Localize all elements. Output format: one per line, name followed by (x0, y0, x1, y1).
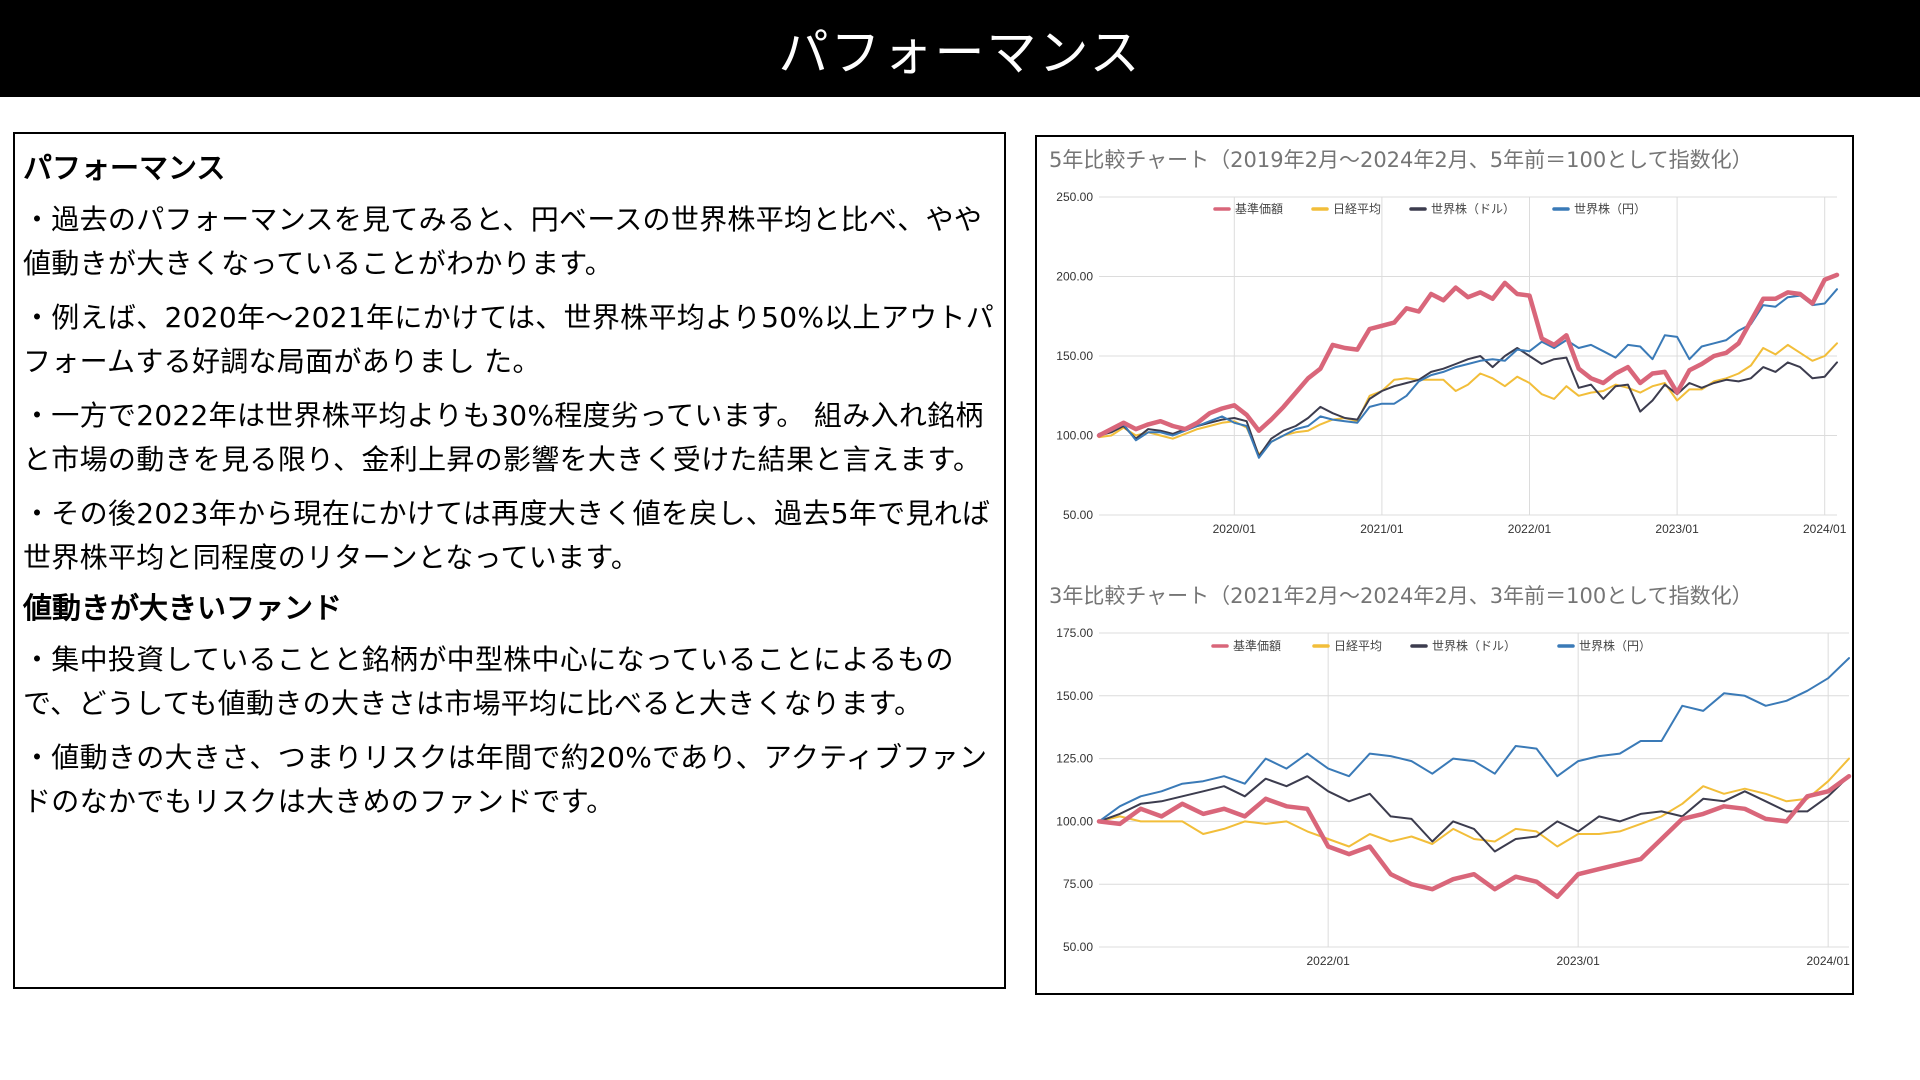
legend-label: 世界株（ドル） (1432, 638, 1516, 653)
chart-2: 3年比較チャート（2021年2月～2024年2月、3年前＝100として指数化） 5… (1049, 584, 1852, 968)
section-heading-volatility: 値動きが大きいファンド (23, 591, 343, 625)
y-tick-label: 250.00 (1056, 190, 1093, 204)
section-heading-performance: パフォーマンス (23, 151, 226, 185)
chart-2-title: 3年比較チャート（2021年2月～2024年2月、3年前＝100として指数化） (1049, 584, 1753, 608)
paragraph-1: ・過去のパフォーマンスを見てみると、円ベースの世界株平均と比べ、やや値動きが大き… (23, 203, 983, 280)
series-line-3 (1098, 657, 1850, 823)
paragraph-3: ・一方で2022年は世界株平均よりも30%程度劣っています。 組み入れ銘柄と市場… (23, 399, 984, 476)
y-tick-label: 175.00 (1056, 626, 1093, 640)
paragraph-2: ・例えば、2020年～2021年にかけては、世界株平均より50%以上アウトパフォ… (23, 301, 995, 378)
legend-label: 基準価額 (1235, 201, 1283, 216)
charts-svg: 5年比較チャート（2019年2月～2024年2月、5年前＝100として指数化） 5… (1049, 148, 1852, 968)
page-title: パフォーマンス (778, 23, 1142, 82)
x-tick-label: 2022/01 (1508, 522, 1552, 536)
x-tick-label: 2022/01 (1306, 954, 1350, 968)
x-tick-label: 2021/01 (1360, 522, 1404, 536)
legend-label: 基準価額 (1233, 638, 1281, 653)
header-bar: パフォーマンス (0, 0, 1920, 97)
legend-label: 世界株（円） (1579, 638, 1651, 653)
chart-1-title: 5年比較チャート（2019年2月～2024年2月、5年前＝100として指数化） (1049, 148, 1753, 172)
y-tick-label: 200.00 (1056, 270, 1093, 284)
chart-1: 5年比較チャート（2019年2月～2024年2月、5年前＝100として指数化） 5… (1049, 148, 1847, 536)
x-tick-label: 2023/01 (1556, 954, 1600, 968)
paragraph-4: ・その後2023年から現在にかけては再度大きく値を戻し、過去5年で見れば世界株平… (23, 497, 991, 574)
chart-panel: 5年比較チャート（2019年2月～2024年2月、5年前＝100として指数化） 5… (1035, 135, 1854, 995)
x-tick-label: 2023/01 (1655, 522, 1699, 536)
series-line-0 (1096, 272, 1840, 438)
y-tick-label: 100.00 (1056, 429, 1093, 443)
x-tick-label: 2024/01 (1803, 522, 1847, 536)
x-tick-label: 2020/01 (1213, 522, 1257, 536)
paragraph-6: ・値動きの大きさ、つまりリスクは年間で約20%であり、アクティブファンドのなかで… (23, 741, 988, 818)
y-tick-label: 75.00 (1063, 877, 1093, 891)
paragraph-5: ・集中投資していることと銘柄が中型株中心になっていることによるもので、どうしても… (23, 643, 954, 720)
y-tick-label: 125.00 (1056, 752, 1093, 766)
series-line-3 (1098, 288, 1838, 459)
series-line-2 (1098, 347, 1838, 458)
series-line-1 (1098, 757, 1850, 848)
series-line-1 (1098, 342, 1838, 456)
y-tick-label: 150.00 (1056, 689, 1093, 703)
y-tick-label: 100.00 (1056, 814, 1093, 828)
series-line-2 (1098, 775, 1850, 853)
x-tick-label: 2024/01 (1806, 954, 1850, 968)
y-tick-label: 50.00 (1063, 508, 1093, 522)
legend-label: 日経平均 (1333, 202, 1381, 216)
legend-label: 世界株（円） (1574, 201, 1646, 216)
y-tick-label: 150.00 (1056, 349, 1093, 363)
text-panel: パフォーマンス ・過去のパフォーマンスを見てみると、円ベースの世界株平均と比べ、… (13, 132, 1006, 989)
legend-label: 日経平均 (1334, 639, 1382, 653)
legend-label: 世界株（ドル） (1431, 201, 1515, 216)
series-line-0 (1096, 773, 1852, 900)
y-tick-label: 50.00 (1063, 940, 1093, 954)
